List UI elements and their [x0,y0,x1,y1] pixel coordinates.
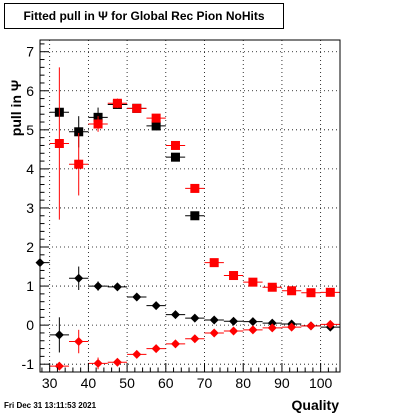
data-point-diamond [74,337,84,347]
x-tick-label: 50 [119,375,135,391]
data-point-diamond [170,339,180,349]
data-point-square [209,258,219,268]
data-point-square [93,119,103,129]
data-point-square [151,113,161,123]
timestamp: Fri Dec 31 13:11:53 2021 [4,401,97,410]
data-point-diamond [151,344,161,354]
data-point-square [54,139,64,149]
data-point-square [325,287,335,297]
x-tick-label: 60 [158,375,174,391]
y-tick-label: 7 [26,44,34,60]
chart-title: Fitted pull in Ψ for Global Rec Pion NoH… [23,9,265,23]
data-point-square [267,282,277,292]
x-tick-label: 40 [81,375,97,391]
data-point-diamond [93,358,103,368]
y-tick-label: 4 [26,161,34,177]
data-point-square [287,286,297,296]
y-tick-label: 0 [26,317,34,333]
x-tick-label: 80 [235,375,251,391]
x-tick-label: 100 [309,375,333,391]
data-point-diamond [112,357,122,367]
y-tick-label: -1 [22,356,35,372]
grid-lines [40,40,340,372]
x-axis-label: Quality [292,397,340,413]
data-point-diamond [209,328,219,338]
data-point-diamond [54,330,64,340]
data-point-square [170,152,180,162]
data-point-square [190,211,200,221]
data-point-square [229,271,239,281]
y-tick-label: 6 [26,83,34,99]
data-marks [35,67,340,371]
chart-title-box: Fitted pull in Ψ for Global Rec Pion NoH… [4,3,284,29]
data-point-square [112,98,122,108]
data-point-diamond [267,323,277,333]
data-point-square [151,121,161,131]
data-point-diamond [132,292,142,302]
y-tick-label: 1 [26,278,34,294]
data-point-diamond [190,313,200,323]
data-point-diamond [190,334,200,344]
data-point-diamond [170,310,180,320]
data-point-diamond [93,281,103,291]
y-tick-label: 5 [26,122,34,138]
x-tick-label: 30 [42,375,58,391]
data-point-diamond [306,321,316,331]
data-point-square [248,277,258,287]
y-tick-label: 2 [26,239,34,255]
data-point-diamond [209,315,219,325]
data-point-square [190,183,200,193]
data-point-diamond [248,317,258,327]
y-axis-label: pull in Ψ [8,80,24,136]
data-point-diamond [229,316,239,326]
data-point-diamond [287,322,297,332]
data-point-square [306,288,316,298]
data-point-diamond [151,301,161,311]
data-point-diamond [74,273,84,283]
data-point-square [74,159,84,169]
axes: 30 40 50 60 70 80 90 100 -1 0 1 2 3 4 5 6 7 [22,43,337,391]
plot-frame [39,39,341,373]
data-point-diamond [267,318,277,328]
data-point-diamond [248,325,258,335]
data-point-diamond [132,349,142,359]
x-tick-label: 90 [274,375,290,391]
data-point-square [74,127,84,137]
data-point-square [132,103,142,113]
y-tick-label: 3 [26,200,34,216]
x-tick-label: 70 [197,375,213,391]
data-point-diamond [112,282,122,292]
data-point-diamond [325,319,335,329]
data-point-square [170,140,180,150]
data-point-diamond [54,361,64,371]
data-point-diamond [229,326,239,336]
